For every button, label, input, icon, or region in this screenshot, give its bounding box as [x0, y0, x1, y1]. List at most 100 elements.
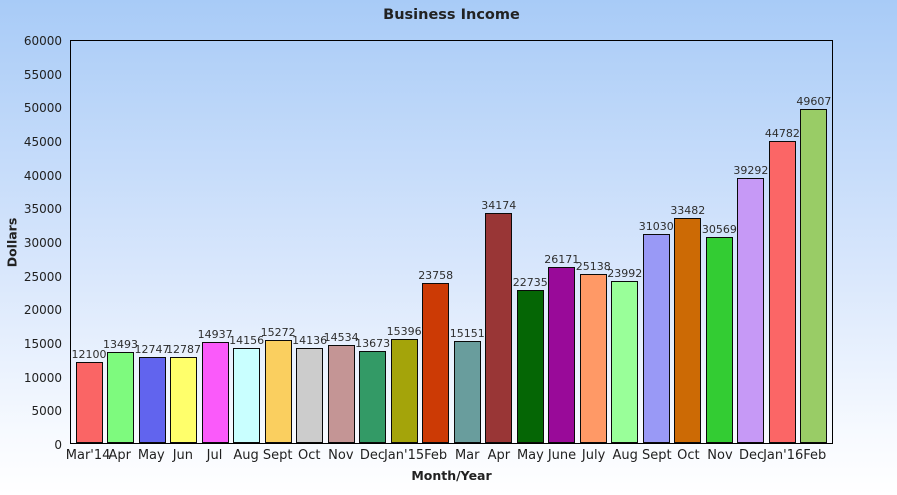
y-tick-label: 55000: [23, 67, 62, 82]
x-tick-label: Aug: [612, 448, 638, 463]
bar-value-label: 15396: [386, 325, 422, 338]
bar-Jan'15: [390, 339, 418, 443]
bar-Jul: [201, 342, 229, 443]
x-tick-label: Jul: [206, 448, 223, 463]
x-tick-label: Nov: [707, 448, 733, 463]
bar-value-label: 13493: [103, 338, 139, 351]
y-tick-label: 30000: [23, 236, 62, 250]
y-tick-label: 25000: [23, 269, 62, 284]
bar-May: [138, 357, 166, 443]
x-tick-label: Apr: [487, 448, 511, 463]
x-tick-slot: June: [547, 448, 577, 463]
y-tick-label: 60000: [23, 34, 62, 48]
bar-Nov: [327, 345, 355, 443]
x-tick-label: July: [581, 448, 606, 463]
bar-Oct: [296, 348, 324, 443]
bar-value-label: 34174: [481, 199, 517, 212]
bar-slot: 30569: [702, 41, 737, 443]
bar-July: [579, 274, 607, 443]
bar-slot: 49607: [796, 41, 831, 443]
y-tick-label: 10000: [23, 370, 62, 385]
bar-value-label: 39292: [733, 164, 769, 177]
x-tick-slot: Nov: [327, 448, 354, 463]
x-tick-label: May: [516, 448, 544, 463]
x-tick-label: Sept: [641, 448, 672, 463]
x-tick-slot: July: [580, 448, 607, 463]
bar-slot: 22735: [513, 41, 548, 443]
x-tick-slot: Jul: [201, 448, 228, 463]
bar-value-label: 22735: [512, 276, 548, 289]
x-tick-slot: Oct: [675, 448, 702, 463]
bar-value-label: 15151: [449, 327, 485, 340]
y-tick-label: 15000: [23, 337, 62, 351]
x-tick-label: Oct: [677, 448, 700, 463]
bar-slot: 12787: [166, 41, 201, 443]
bar-slot: 14937: [198, 41, 233, 443]
x-tick-label: June: [547, 448, 577, 463]
bar-value-label: 49607: [796, 95, 832, 108]
bar-value-label: 30569: [701, 223, 737, 236]
bar-Sept: [642, 234, 670, 443]
bar-value-label: 14136: [292, 334, 328, 347]
bar-Feb: [800, 109, 828, 443]
bar-slot: 25138: [576, 41, 611, 443]
bar-Apr: [107, 352, 135, 443]
bar-slot: 33482: [670, 41, 705, 443]
y-tick-label: 0: [54, 438, 62, 452]
bar-slot: 14136: [292, 41, 327, 443]
bar-slot: 31030: [639, 41, 674, 443]
x-tick-slot: Apr: [485, 448, 512, 463]
x-tick-slot: Mar'14: [66, 448, 111, 463]
x-tick-slot: Aug: [612, 448, 639, 463]
x-axis-title: Month/Year: [411, 468, 492, 483]
bar-slot: 15272: [261, 41, 296, 443]
bar-value-label: 14534: [323, 331, 359, 344]
x-tick-slot: Sept: [641, 448, 672, 463]
x-tick-slot: Mar: [454, 448, 481, 463]
bar-value-label: 12100: [71, 348, 107, 361]
bar-value-label: 25138: [575, 260, 611, 273]
bar-slot: 14156: [229, 41, 264, 443]
bar-Nov: [705, 237, 733, 443]
y-tick-label: 35000: [23, 202, 62, 217]
bar-slot: 34174: [481, 41, 516, 443]
bar-value-label: 14937: [197, 328, 233, 341]
x-tick-slot: May: [137, 448, 165, 463]
bar-value-label: 15272: [260, 326, 296, 339]
bar-value-label: 12787: [166, 343, 202, 356]
x-tick-label: May: [137, 448, 165, 463]
bar-slot: 15151: [450, 41, 485, 443]
x-tick-slot: Nov: [706, 448, 733, 463]
x-tick-label: Feb: [424, 448, 448, 463]
x-tick-label: Jan'15: [383, 448, 425, 463]
bar-May: [516, 290, 544, 443]
x-tick-label: Mar'14: [65, 448, 111, 463]
bar-series: 12100 13493 12747 12787 14937 14156 15272 14136…: [71, 41, 832, 443]
bar-Dec: [737, 178, 765, 443]
y-tick-label: 45000: [23, 135, 62, 149]
bar-value-label: 23992: [607, 267, 643, 280]
x-tick-label: Dec: [359, 448, 386, 463]
x-tick-slot: Jan'16: [763, 448, 803, 463]
bar-Feb: [422, 283, 450, 443]
x-tick-slot: Aug: [233, 448, 260, 463]
x-tick-label: Feb: [803, 448, 827, 463]
bar-value-label: 14156: [229, 334, 265, 347]
bar-slot: 13673: [355, 41, 390, 443]
x-tick-label: Oct: [298, 448, 321, 463]
bar-slot: 39292: [733, 41, 768, 443]
bar-slot: 23992: [607, 41, 642, 443]
chart-title: Business Income: [383, 7, 520, 23]
x-tick-slot: Dec: [359, 448, 386, 463]
bar-Dec: [359, 351, 387, 443]
x-tick-label: Sept: [262, 448, 293, 463]
bar-Jan'16: [768, 141, 796, 443]
bar-Apr: [485, 213, 513, 443]
x-tick-label: Jan'16: [763, 448, 804, 463]
x-tick-slot: Feb: [422, 448, 449, 463]
x-tick-slot: Sept: [262, 448, 293, 463]
bar-value-label: 44782: [764, 127, 800, 140]
bar-slot: 12100: [72, 41, 107, 443]
bar-slot: 13493: [103, 41, 138, 443]
